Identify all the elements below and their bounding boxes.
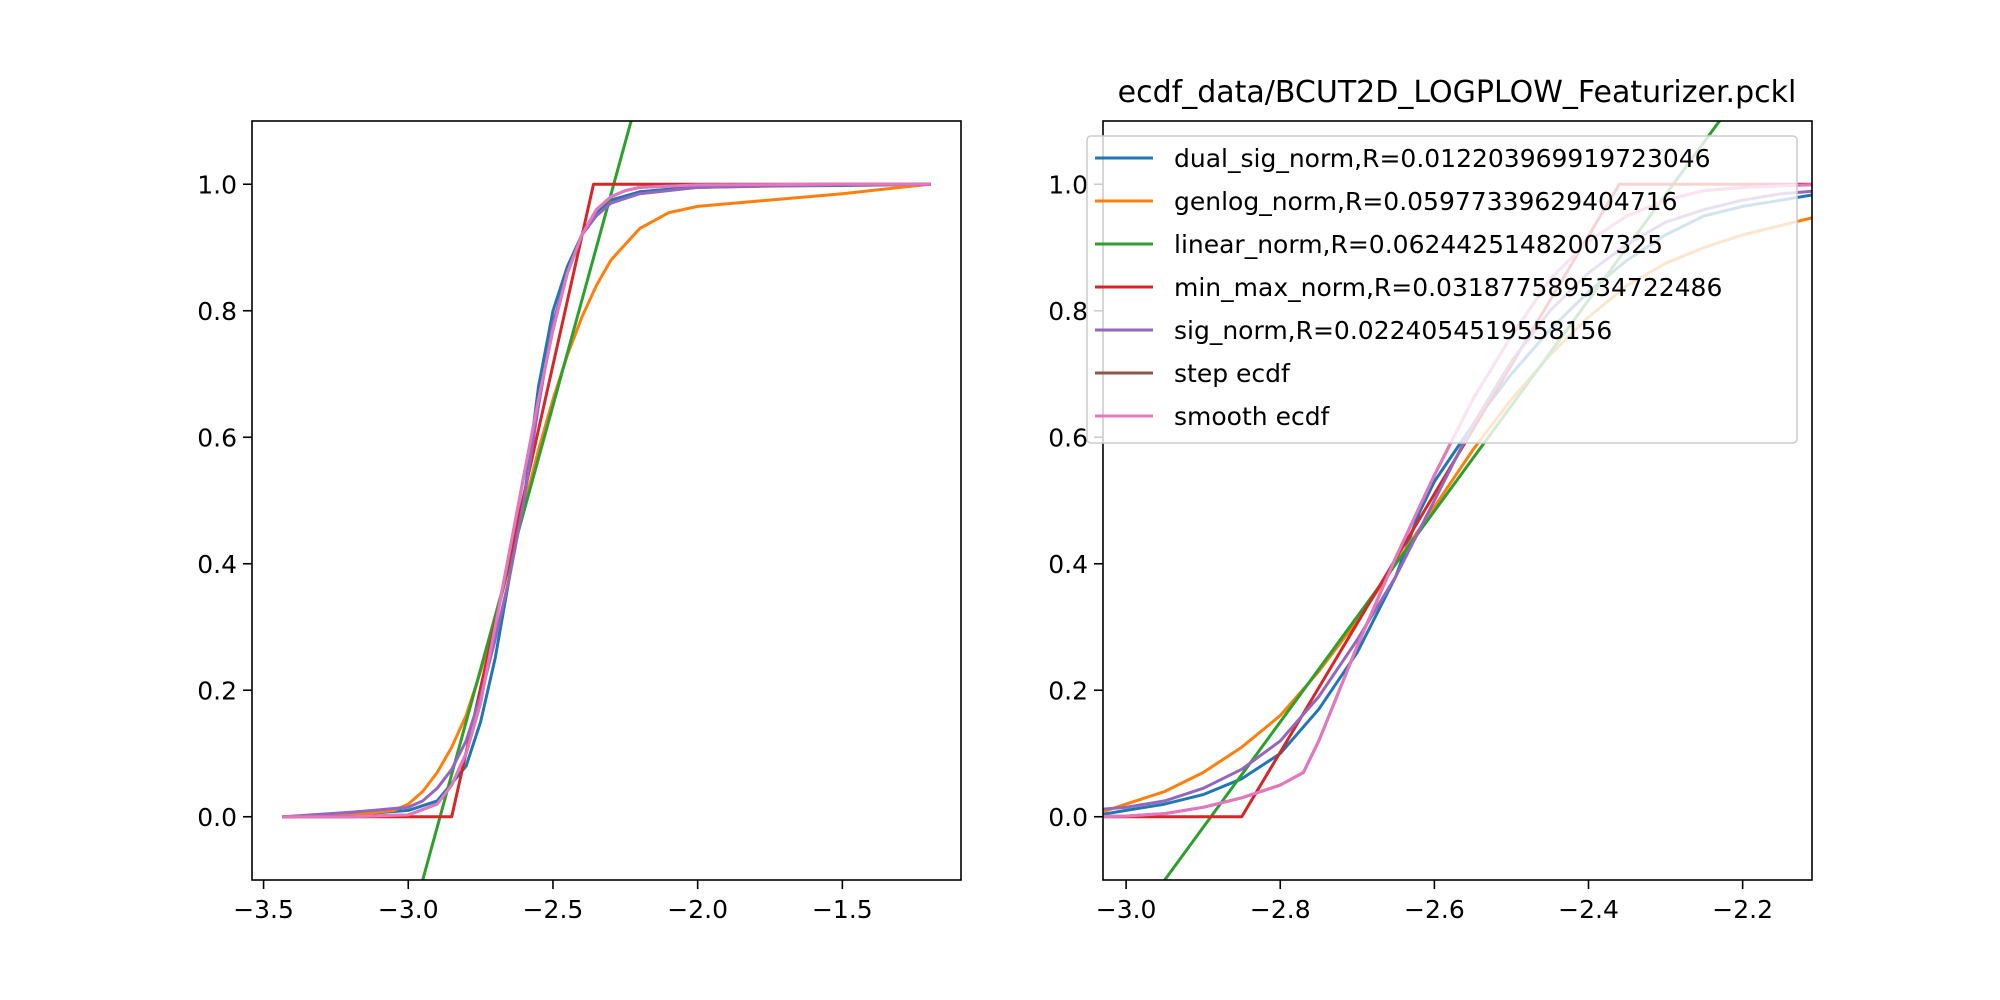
left-chart-x-axis: −3.5 −3.0 −2.5 −2.0 −1.5: [233, 880, 873, 924]
left-chart-y-axis: 0.0 0.2 0.4 0.6 0.8 1.0: [197, 170, 252, 832]
right-chart-y-tick-label: 0.0: [1048, 803, 1088, 832]
legend-label-min-max-norm: min_max_norm,R=0.031877589534722486: [1174, 273, 1722, 302]
left-chart-series-linear-norm: [421, 121, 633, 880]
left-chart-y-tick-label: 0.2: [197, 676, 237, 705]
right-chart-y-tick-label: 0.8: [1048, 297, 1088, 326]
right-chart-y-axis: 0.0 0.2 0.4 0.6 0.8 1.0: [1048, 170, 1103, 832]
left-chart-y-tick-label: 0.4: [197, 550, 237, 579]
right-chart-y-tick-label: 0.6: [1048, 423, 1088, 452]
left-chart-frame: [251, 120, 962, 881]
left-chart-x-tick-label: −2.5: [523, 895, 584, 924]
right-chart-frame: [1102, 120, 1813, 881]
legend-label-linear-norm: linear_norm,R=0.06244251482007325: [1174, 230, 1663, 259]
legend-label-dual-sig-norm: dual_sig_norm,R=0.012203969919723046: [1174, 144, 1711, 173]
right-chart-y-tick-label: 0.4: [1048, 550, 1088, 579]
right-chart-x-tick-label: −2.8: [1250, 895, 1311, 924]
left-chart-y-tick-label: 0.0: [197, 803, 237, 832]
legend-box: [1086, 135, 1798, 444]
right-chart-x-tick-label: −3.0: [1096, 895, 1157, 924]
left-chart-series-smooth-ecdf: [282, 182, 931, 819]
right-chart-x-axis: −3.0 −2.8 −2.6 −2.4 −2.2: [1096, 880, 1773, 924]
left-chart: −3.5 −3.0 −2.5 −2.0 −1.5 0.0 0.2 0.4 0.6 0.8 1.0: [197, 120, 962, 924]
left-chart-x-tick-label: −2.0: [667, 895, 728, 924]
left-chart-x-tick-label: −3.5: [233, 895, 294, 924]
left-chart-x-tick-label: −3.0: [378, 895, 439, 924]
legend-label-smooth-ecdf: smooth ecdf: [1174, 402, 1331, 431]
legend-label-step-ecdf: step ecdf: [1174, 359, 1291, 388]
left-chart-y-tick-label: 1.0: [197, 170, 237, 199]
legend-entries: dual_sig_norm,R=0.012203969919723046genl…: [1095, 144, 1722, 431]
right-chart-y-tick-label: 0.2: [1048, 676, 1088, 705]
right-chart-y-tick-label: 1.0: [1048, 170, 1088, 199]
right-chart-x-tick-label: −2.6: [1404, 895, 1465, 924]
legend-label-genlog-norm: genlog_norm,R=0.05977339629404716: [1174, 187, 1678, 216]
left-chart-series: [282, 121, 931, 880]
right-chart-x-tick-label: −2.2: [1712, 895, 1773, 924]
legend-label-sig-norm: sig_norm,R=0.0224054519558156: [1174, 316, 1612, 345]
left-chart-y-tick-label: 0.6: [197, 423, 237, 452]
right-chart-x-tick-label: −2.4: [1558, 895, 1619, 924]
legend: dual_sig_norm,R=0.012203969919723046genl…: [1086, 135, 1798, 444]
left-chart-series-sig-norm: [282, 182, 931, 819]
chart-title: ecdf_data/BCUT2D_LOGPLOW_Featurizer.pckl: [1118, 75, 1797, 110]
left-chart-y-tick-label: 0.8: [197, 297, 237, 326]
left-chart-x-tick-label: −1.5: [812, 895, 873, 924]
right-chart: ecdf_data/BCUT2D_LOGPLOW_Featurizer.pckl…: [1048, 75, 1813, 924]
